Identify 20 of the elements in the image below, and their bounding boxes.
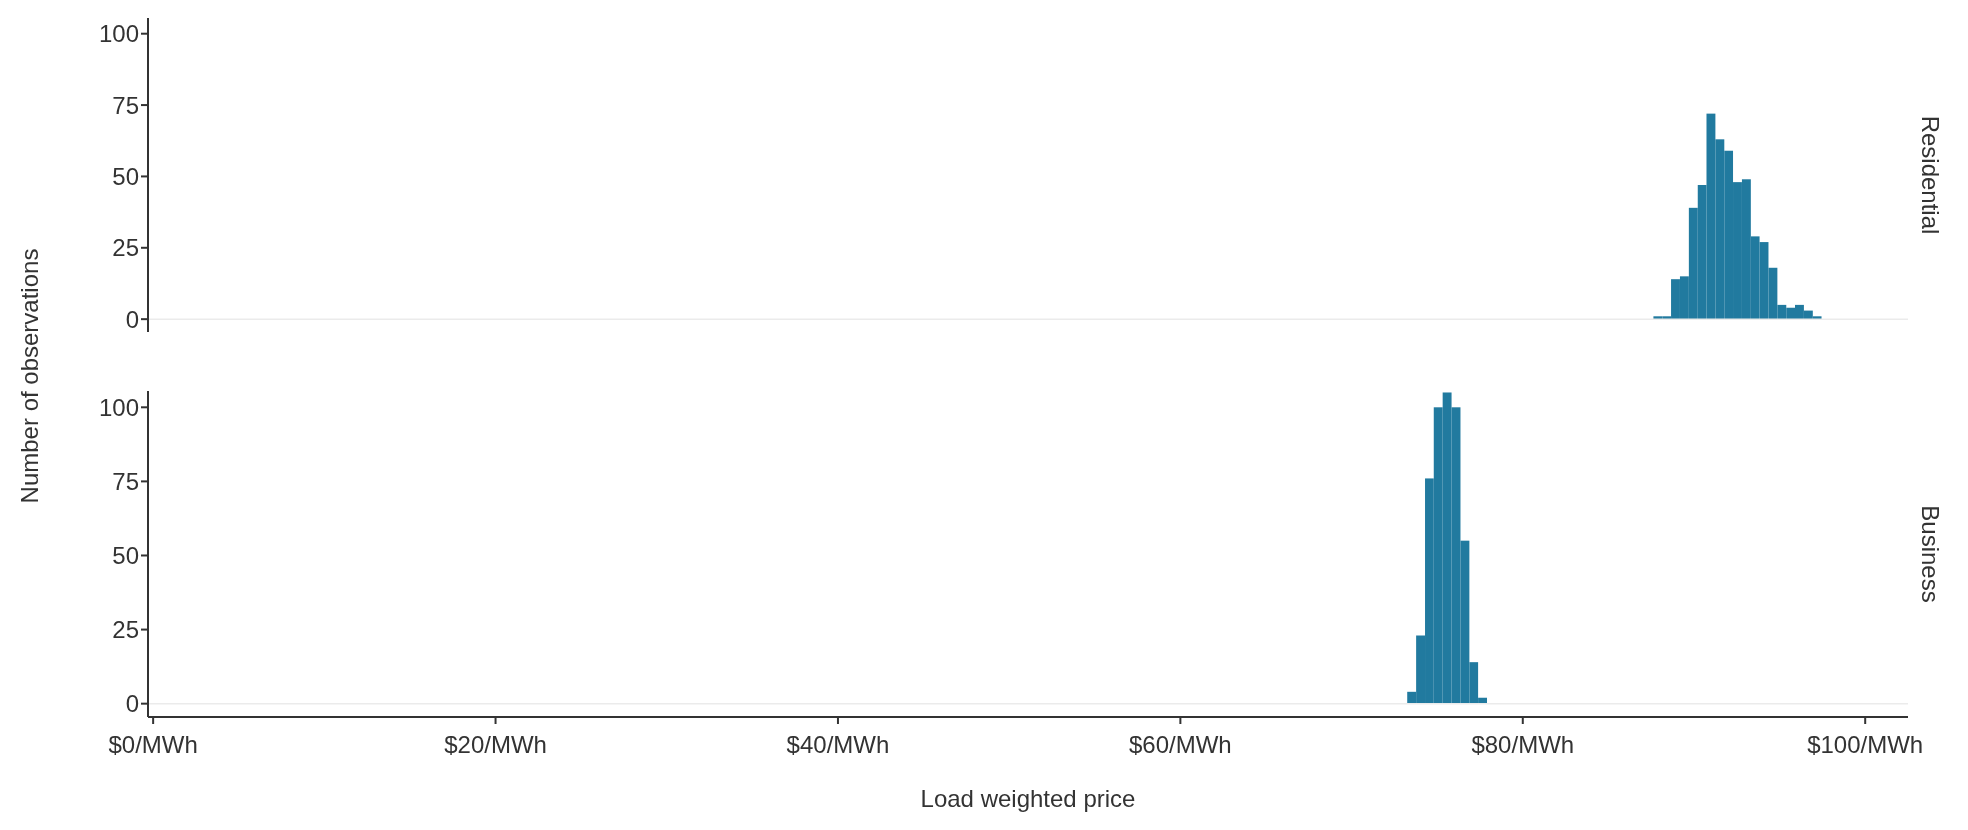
y-tick-label: 75: [112, 91, 139, 119]
x-tick-label: $100/MWh: [1807, 731, 1924, 759]
x-tick-label: $40/MWh: [786, 731, 890, 759]
y-tick-label: 0: [125, 305, 139, 333]
y-tick-label: 25: [112, 616, 139, 644]
y-tick-label: 25: [112, 234, 139, 262]
y-axis-title: Number of observations: [16, 248, 44, 504]
y-tick-label: 50: [112, 542, 139, 569]
x-tick-label: $0/MWh: [108, 731, 198, 759]
text: Residential: [1916, 115, 1944, 235]
x-axis-title: Load weighted price: [920, 785, 1136, 812]
x-tick-label: $20/MWh: [444, 731, 547, 759]
y-tick-label: 0: [125, 690, 139, 718]
text: Business: [1916, 505, 1944, 603]
x-tick-label: $80/MWh: [1471, 731, 1575, 759]
y-tick-label: 75: [112, 467, 139, 495]
y-tick-label: 100: [98, 20, 139, 48]
y-tick-label: 50: [112, 162, 139, 190]
x-tick-label: $60/MWh: [1129, 731, 1232, 759]
y-tick-label: 100: [98, 393, 139, 421]
